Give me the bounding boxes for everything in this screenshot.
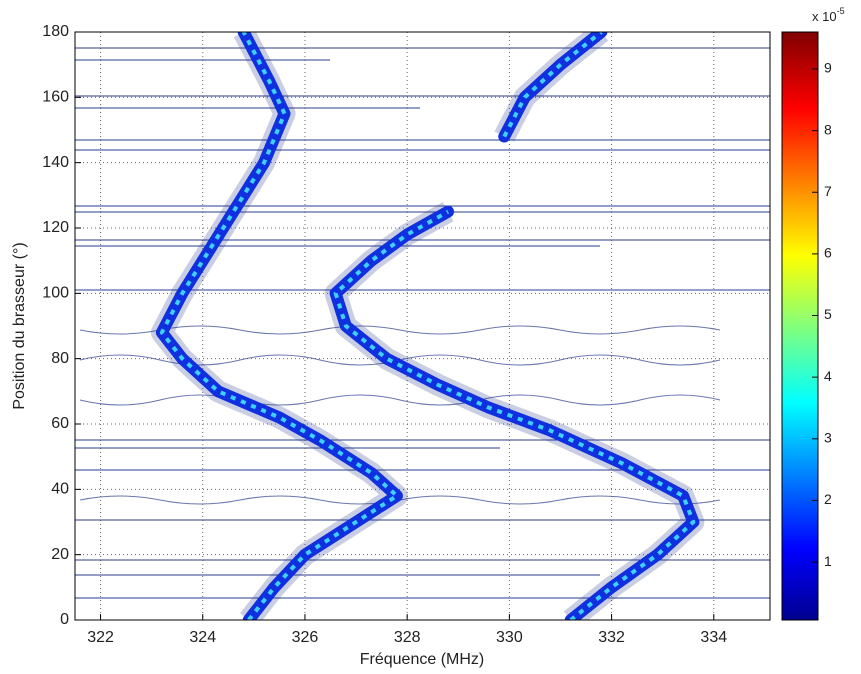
colorbar-tick-label: 6 bbox=[824, 245, 832, 261]
y-tick-label: 140 bbox=[42, 154, 69, 171]
colorbar bbox=[781, 31, 819, 621]
y-tick-label: 0 bbox=[60, 611, 69, 628]
colorbar-base: x 10 bbox=[812, 9, 837, 24]
x-tick-label: 322 bbox=[87, 629, 114, 646]
x-tick-label: 330 bbox=[496, 629, 523, 646]
x-tick-label: 334 bbox=[700, 629, 727, 646]
colorbar-tick-label: 5 bbox=[824, 306, 832, 322]
y-tick-label: 160 bbox=[42, 89, 69, 106]
ridge-core bbox=[333, 209, 696, 620]
y-tick-label: 20 bbox=[51, 546, 69, 563]
y-tick-label: 80 bbox=[51, 350, 69, 367]
colorbar-tick-label: 7 bbox=[824, 183, 832, 199]
y-tick-label: 60 bbox=[51, 415, 69, 432]
colorbar-tick-label: 2 bbox=[824, 491, 832, 507]
plot-area bbox=[75, 32, 770, 620]
colorbar-tick-label: 1 bbox=[824, 553, 832, 569]
ridge-core bbox=[159, 32, 399, 620]
x-tick-label: 332 bbox=[598, 629, 625, 646]
colorbar-tick-label: 4 bbox=[824, 368, 832, 384]
colorbar-tick-label: 9 bbox=[824, 60, 832, 76]
colorbar-exponent: -5 bbox=[837, 6, 845, 16]
y-tick-label: 120 bbox=[42, 219, 69, 236]
y-tick-label: 180 bbox=[42, 23, 69, 40]
ridges bbox=[150, 32, 705, 620]
x-tick-label: 324 bbox=[189, 629, 216, 646]
colorbar-tick-label: 3 bbox=[824, 429, 832, 445]
y-axis-label: Position du brasseur (°) bbox=[11, 242, 28, 409]
y-tick-label: 100 bbox=[42, 285, 69, 302]
y-tick-label: 40 bbox=[51, 481, 69, 498]
ridge-core bbox=[502, 32, 603, 138]
colorbar-tick-label: 8 bbox=[824, 121, 832, 137]
x-axis-label: Fréquence (MHz) bbox=[360, 651, 484, 668]
x-tick-label: 326 bbox=[292, 629, 319, 646]
plot-frame bbox=[74, 31, 771, 621]
colorbar-label: x 10-5 bbox=[812, 6, 845, 24]
x-tick-label: 328 bbox=[394, 629, 421, 646]
